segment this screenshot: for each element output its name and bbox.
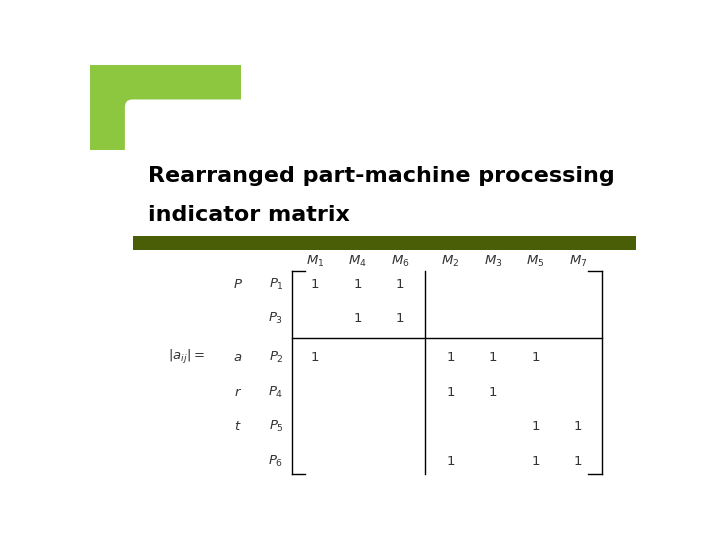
Bar [90,65,241,150]
Text: 1: 1 [531,351,540,364]
Text: $M_4$: $M_4$ [348,254,366,269]
Text: 1: 1 [396,278,404,291]
Text: $M_6$: $M_6$ [391,254,410,269]
Text: $P_3$: $P_3$ [269,312,284,327]
Text: 1: 1 [574,455,582,468]
Text: $M_1$: $M_1$ [305,254,324,269]
Text: 1: 1 [531,455,540,468]
Text: P: P [233,278,241,291]
Text: $P_6$: $P_6$ [269,454,284,469]
FancyBboxPatch shape [125,99,644,249]
Text: r: r [235,386,240,399]
Text: $P_2$: $P_2$ [269,350,284,365]
Text: 1: 1 [310,278,319,291]
Text: 1: 1 [446,351,454,364]
Text: 1: 1 [489,386,498,399]
Text: 1: 1 [353,278,361,291]
Text: 1: 1 [489,351,498,364]
Text: 1: 1 [574,420,582,433]
Text: $M_3$: $M_3$ [484,254,503,269]
Text: $|a_{ij}|=$: $|a_{ij}|=$ [168,348,204,367]
Text: $M_5$: $M_5$ [526,254,545,269]
Text: $P_1$: $P_1$ [269,276,284,292]
Text: a: a [233,351,241,364]
Text: 1: 1 [446,386,454,399]
Text: 1: 1 [353,313,361,326]
Text: $M_7$: $M_7$ [569,254,588,269]
Text: $P_5$: $P_5$ [269,419,284,434]
Text: 1: 1 [446,455,454,468]
Text: $P_4$: $P_4$ [269,384,284,400]
Text: Rearranged part-machine processing: Rearranged part-machine processing [148,166,615,186]
Text: 1: 1 [531,420,540,433]
Text: $M_2$: $M_2$ [441,254,459,269]
Text: 1: 1 [396,313,404,326]
Text: t: t [235,420,240,433]
Text: 1: 1 [310,351,319,364]
Bar [132,236,636,249]
Text: indicator matrix: indicator matrix [148,205,350,225]
